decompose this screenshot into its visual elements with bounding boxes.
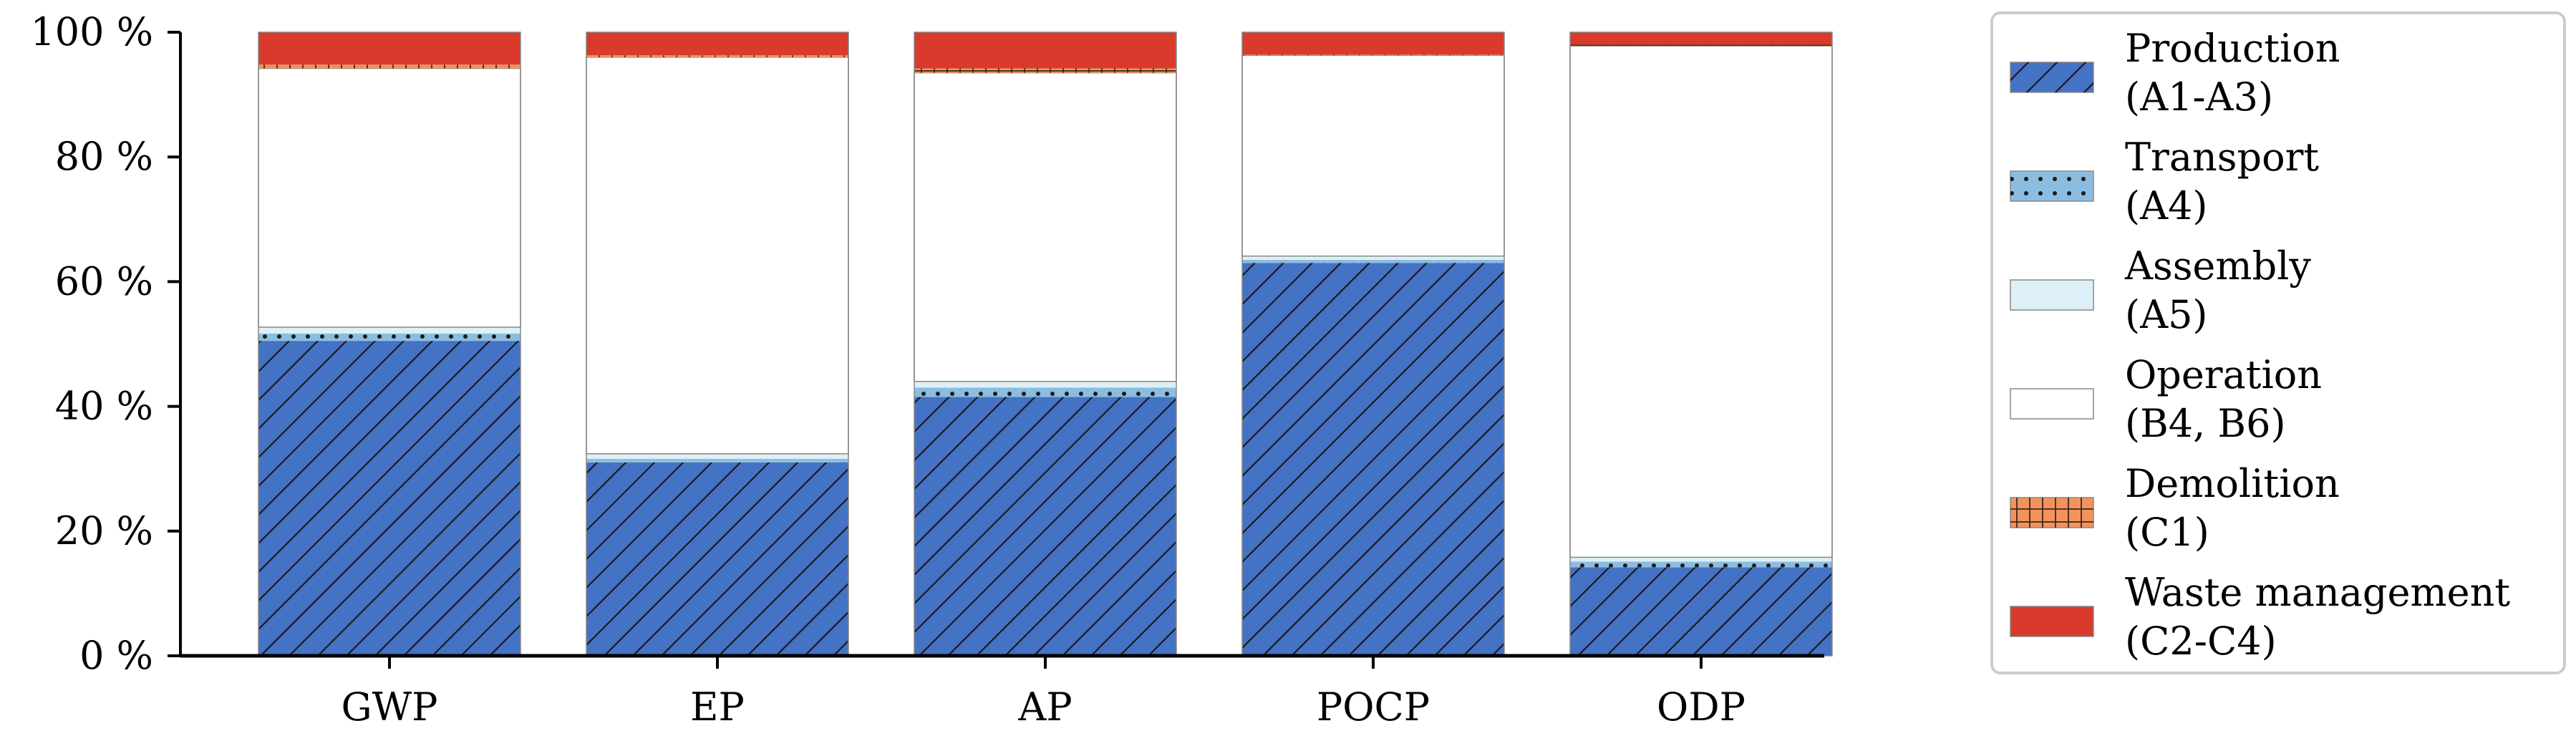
bar-pocp-assembly xyxy=(1242,256,1504,260)
x-axis: GWP EP AP POCP ODP xyxy=(180,654,1824,730)
x-tick-label-ap: AP xyxy=(1017,684,1072,730)
bar-ap-assembly xyxy=(914,381,1176,388)
bar-ap-demolition-pattern xyxy=(914,68,1176,73)
legend-label-operation: Operation xyxy=(2125,352,2322,397)
bar-ep-transport-pattern xyxy=(586,458,848,463)
x-tick-label-odp: ODP xyxy=(1657,684,1745,730)
bars-group xyxy=(258,32,1833,657)
legend-sublabel-demolition: (C1) xyxy=(2125,510,2209,555)
y-tick-label: 40 % xyxy=(55,384,153,429)
bar-pocp-demolition-pattern xyxy=(1242,54,1504,56)
legend: Production(A1-A3) Transport(A4) Assembly(A… xyxy=(1990,11,2566,674)
x-tick-label-pocp: POCP xyxy=(1317,684,1430,730)
legend-label-assembly: Assembly xyxy=(2124,243,2311,289)
bar-pocp-waste-management xyxy=(1242,32,1504,55)
x-tick-label-ep: EP xyxy=(690,684,745,730)
legend-sublabel-transport: (A4) xyxy=(2125,183,2208,228)
bar-odp-demolition-pattern xyxy=(1570,44,1832,47)
y-tick-label: 20 % xyxy=(55,508,153,553)
bar-odp-operation xyxy=(1569,45,1833,558)
bar-pocp-production-pattern xyxy=(1242,263,1504,656)
legend-label-production: Production xyxy=(2125,26,2340,71)
bar-ep-waste-management xyxy=(586,32,848,56)
bar-ap-transport-pattern xyxy=(914,387,1176,397)
bar-odp-transport-pattern xyxy=(1570,561,1832,568)
bar-gwp-transport-pattern xyxy=(258,333,520,342)
bar-ap-waste-management xyxy=(914,32,1176,69)
bar-ep-production-pattern xyxy=(586,462,848,656)
bar-odp-assembly xyxy=(1570,557,1832,562)
legend-label-demolition: Demolition xyxy=(2125,461,2340,506)
x-tick-label-gwp: GWP xyxy=(342,684,438,730)
bar-gwp-assembly xyxy=(258,326,520,334)
bar-gwp-production-pattern xyxy=(258,341,520,656)
bar-odp-production-pattern xyxy=(1570,567,1832,656)
bar-ep-operation xyxy=(586,57,849,455)
legend-swatch-assembly xyxy=(2010,279,2094,311)
bar-ep-demolition-pattern xyxy=(586,55,848,57)
legend-sublabel-waste-management: (C2-C4) xyxy=(2125,619,2277,664)
bar-pocp-transport-pattern xyxy=(1242,259,1504,263)
y-tick-label: 60 % xyxy=(55,258,153,304)
bar-odp-waste-management xyxy=(1570,32,1832,45)
bar-ap-operation xyxy=(914,72,1177,382)
bar-gwp-operation xyxy=(258,67,521,328)
legend-sublabel-production: (A1-A3) xyxy=(2125,74,2273,120)
bar-ap-production-pattern xyxy=(914,397,1176,656)
legend-swatch-production-pattern xyxy=(2010,62,2093,92)
legend-label-waste-management: Waste management xyxy=(2125,570,2510,615)
bar-ep-assembly xyxy=(586,453,848,459)
legend-swatch-operation xyxy=(2010,388,2094,420)
y-axis: 0 % 20 % 40 % 60 % 80 % 100 % xyxy=(30,9,182,678)
bar-pocp-operation xyxy=(1241,54,1505,257)
y-tick-label: 80 % xyxy=(55,134,153,179)
legend-sublabel-assembly: (A5) xyxy=(2125,292,2208,337)
legend-swatch-demolition-pattern xyxy=(2010,498,2093,528)
legend-label-transport: Transport xyxy=(2125,135,2319,180)
bar-gwp-waste-management xyxy=(258,32,520,65)
legend-swatch-waste-management xyxy=(2010,606,2094,637)
legend-sublabel-operation: (B4, B6) xyxy=(2125,401,2286,446)
bar-gwp-demolition-pattern xyxy=(258,64,520,69)
legend-swatch-transport-pattern xyxy=(2010,171,2093,201)
legend-frame xyxy=(1990,11,2566,674)
y-tick-label: 100 % xyxy=(30,9,153,54)
y-tick-label: 0 % xyxy=(79,633,153,678)
